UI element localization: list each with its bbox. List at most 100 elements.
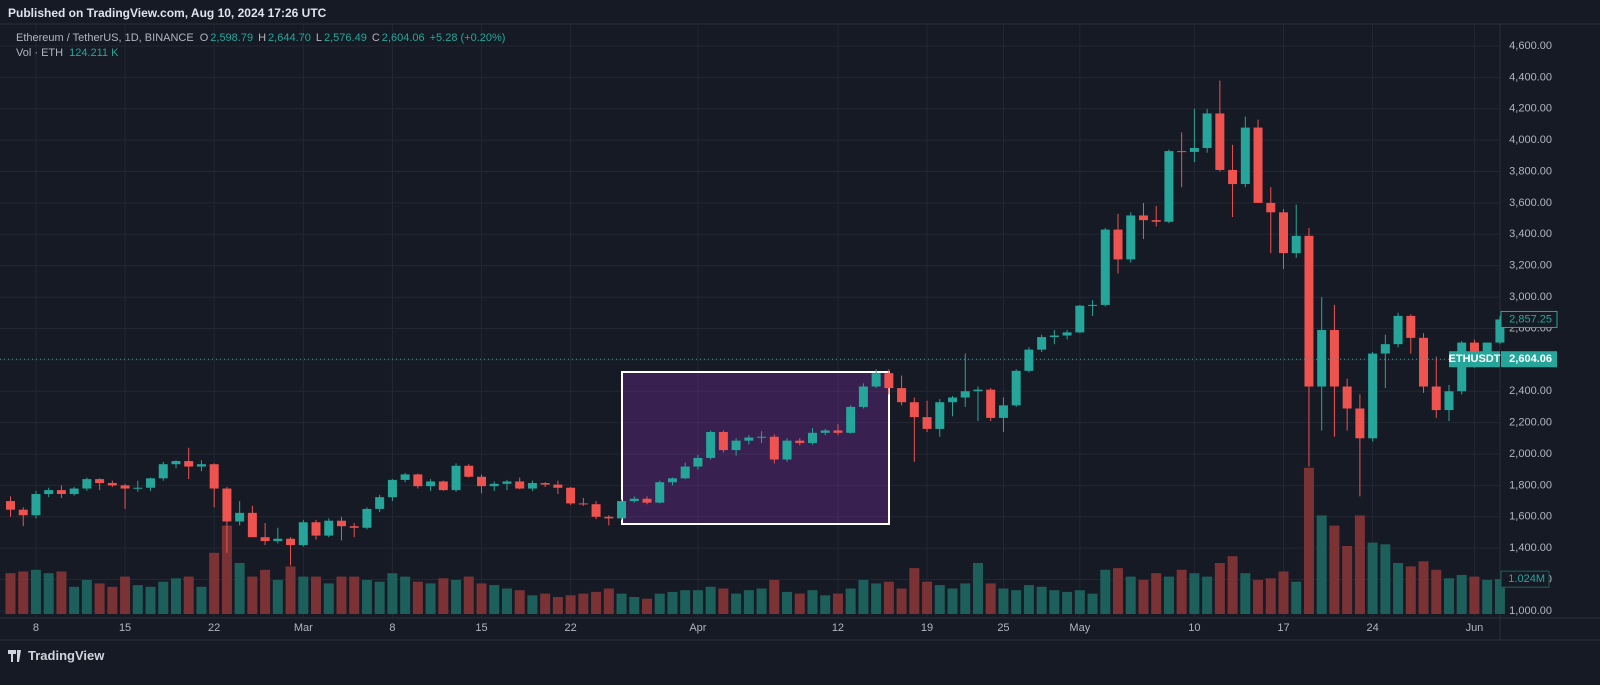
candle-body: [375, 497, 385, 509]
candle-body: [120, 485, 130, 489]
volume-bar: [1469, 576, 1480, 614]
candle-body: [260, 537, 270, 542]
candle-body: [209, 464, 219, 489]
legend-change: +5.28 (+0.20%): [429, 32, 506, 44]
candle-body: [222, 488, 232, 522]
volume-bar: [336, 576, 347, 614]
candle-body: [757, 436, 767, 438]
candle-body: [515, 481, 525, 489]
x-tick-label: Mar: [294, 622, 313, 634]
price-tag: [1501, 351, 1557, 368]
candle-body: [146, 478, 156, 488]
candle-body: [336, 520, 346, 527]
candle-body: [858, 386, 868, 407]
candle-body: [1164, 151, 1174, 222]
candle-body: [1215, 113, 1225, 170]
x-tick-label: 17: [1277, 622, 1289, 634]
volume-bar: [934, 585, 945, 614]
volume-bar: [1100, 569, 1111, 614]
legend-row: Vol · ETH 124.211 K: [16, 46, 510, 61]
candle-body: [349, 526, 359, 528]
volume-bar: [18, 571, 29, 614]
legend-value: 2,576.49: [324, 32, 367, 44]
volume-bar: [972, 563, 983, 614]
candle-body: [1138, 215, 1148, 221]
candle-body: [247, 512, 257, 538]
candle-body: [56, 490, 66, 495]
candle-body: [426, 481, 436, 487]
volume-bar: [94, 583, 105, 614]
volume-bar: [476, 583, 487, 614]
candle-body: [782, 440, 792, 460]
candle-body: [1037, 337, 1047, 350]
candle-body: [1126, 215, 1136, 260]
candle-body: [1266, 202, 1276, 213]
volume-bar: [501, 588, 512, 614]
x-tick-label: 15: [119, 622, 131, 634]
candle-body: [1075, 305, 1085, 333]
candle-layer: [6, 80, 1505, 566]
candle-body: [171, 461, 181, 465]
candle-body: [540, 483, 550, 485]
volume-bar: [527, 595, 538, 614]
volume-bar: [361, 580, 372, 614]
candle-body: [604, 516, 614, 519]
volume-title: Vol · ETH: [16, 47, 64, 59]
candle-body: [133, 487, 143, 489]
candle-body: [884, 373, 894, 389]
candle-body: [731, 440, 741, 451]
volume-bar: [81, 580, 92, 614]
volume-bar: [871, 583, 882, 614]
candle-body: [871, 373, 881, 387]
volume-bar: [642, 598, 652, 614]
candle-body: [464, 465, 474, 477]
volume-bar: [1240, 573, 1251, 614]
candle-body: [960, 391, 970, 398]
volume-bar: [489, 585, 500, 614]
candle-body: [1406, 315, 1416, 338]
volume-bar: [1456, 574, 1467, 614]
volume-bar: [922, 581, 933, 614]
x-tick-label: 8: [389, 622, 395, 634]
volume-bar: [311, 576, 322, 614]
y-tick-label: 1,400.00: [1509, 542, 1552, 554]
candle-body: [807, 432, 817, 444]
x-tick-label: Jun: [1466, 622, 1484, 634]
volume-bar: [30, 569, 41, 614]
volume-bar: [412, 581, 423, 614]
candle-body: [909, 402, 919, 418]
volume-bar: [1329, 525, 1340, 614]
volume-bar: [883, 581, 894, 614]
volume-bar: [234, 563, 245, 614]
x-tick-label: 22: [564, 622, 576, 634]
candle-body: [413, 474, 423, 487]
volume-bar: [705, 586, 716, 614]
candle-body: [1189, 147, 1199, 152]
volume-bar: [463, 576, 474, 614]
candle-body: [1342, 386, 1352, 409]
candle-body: [973, 389, 983, 392]
candle-body: [846, 406, 856, 433]
candle-body: [591, 504, 601, 517]
candle-body: [655, 482, 665, 503]
candle-body: [986, 389, 996, 418]
x-tick-label: 19: [921, 622, 933, 634]
candle-body: [1011, 370, 1021, 406]
legend-value: 2,598.79: [210, 32, 254, 44]
candle-body: [1062, 332, 1072, 336]
candle-body: [706, 432, 716, 458]
y-tick-label: 3,400.00: [1509, 228, 1552, 240]
volume-bar: [1125, 576, 1136, 614]
candle-body: [6, 501, 15, 510]
x-tick-label: 25: [997, 622, 1009, 634]
volume-bar: [132, 585, 143, 614]
candle-body: [324, 520, 334, 536]
volume-layer: [5, 467, 1505, 614]
volume-bar: [1482, 580, 1493, 614]
legend-key: O: [199, 32, 209, 44]
volume-bar: [1113, 568, 1124, 614]
candle-body: [680, 466, 690, 479]
candle-body: [502, 481, 512, 484]
y-tick-label: 1,000.00: [1509, 605, 1552, 617]
